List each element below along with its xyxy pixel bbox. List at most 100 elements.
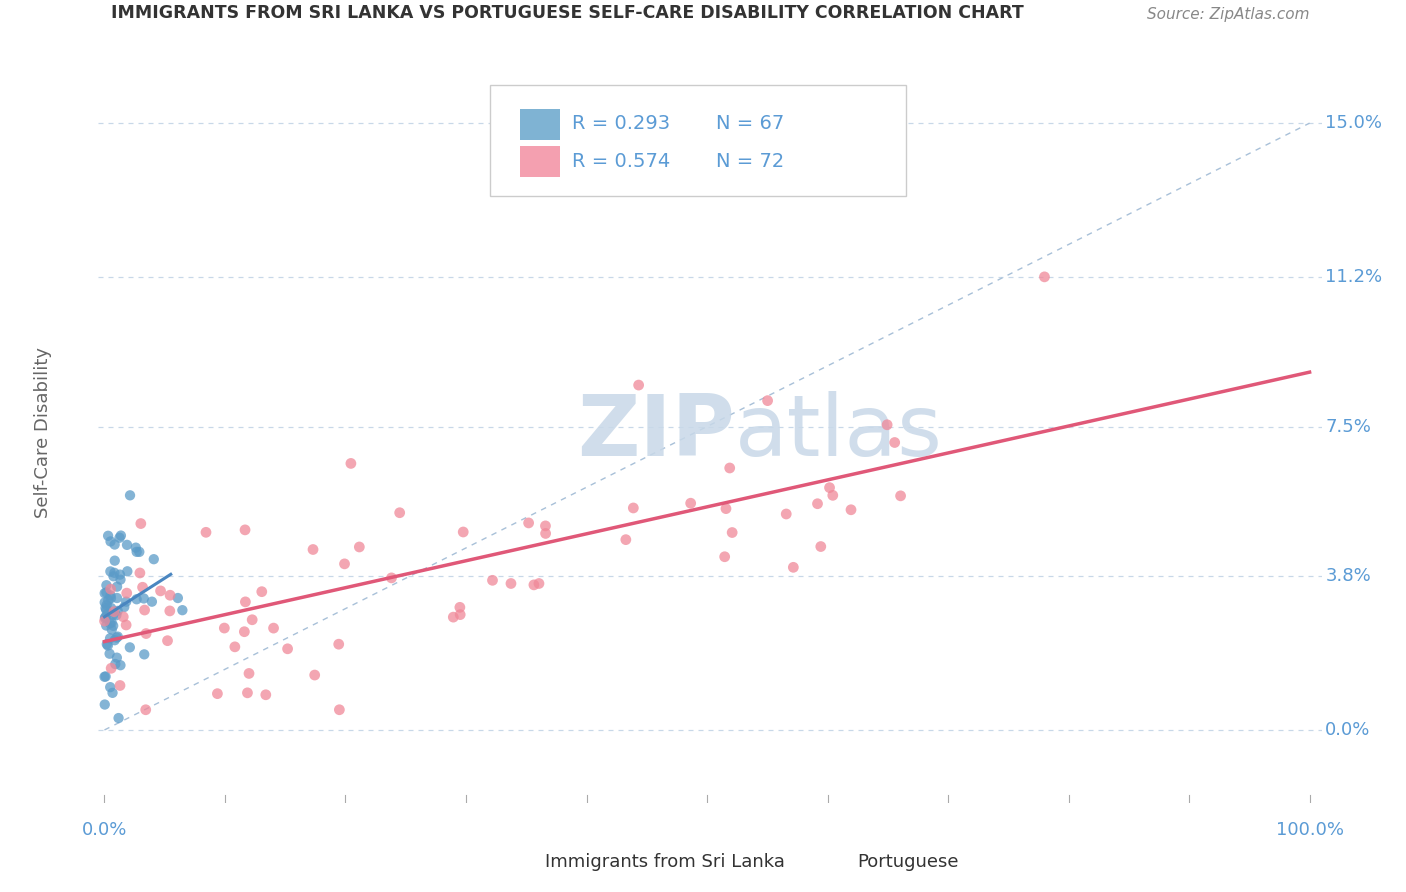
Point xyxy=(107,711,129,725)
Point xyxy=(810,540,832,554)
Text: 100.0%: 100.0% xyxy=(1275,822,1344,839)
Point xyxy=(104,633,127,648)
Point xyxy=(756,393,779,408)
Point xyxy=(125,541,148,555)
Point xyxy=(818,481,841,495)
Point xyxy=(97,529,120,543)
Point xyxy=(627,378,650,392)
Point xyxy=(254,688,277,702)
Point xyxy=(100,601,122,615)
Point xyxy=(107,604,129,618)
Point xyxy=(98,632,121,646)
Point xyxy=(103,619,125,633)
Point xyxy=(96,637,118,651)
Point xyxy=(104,657,127,671)
Point xyxy=(534,519,557,533)
Point xyxy=(115,594,138,608)
Point xyxy=(110,528,132,542)
Point xyxy=(534,526,557,541)
Point xyxy=(449,600,471,615)
Point xyxy=(499,576,522,591)
Text: Source: ZipAtlas.com: Source: ZipAtlas.com xyxy=(1147,7,1309,21)
Point xyxy=(277,641,299,656)
Text: 11.2%: 11.2% xyxy=(1326,268,1382,285)
Point xyxy=(806,497,828,511)
Point xyxy=(451,524,474,539)
Text: N = 72: N = 72 xyxy=(716,153,785,171)
Point xyxy=(388,506,411,520)
Point xyxy=(118,488,141,502)
Point xyxy=(135,703,157,717)
Point xyxy=(721,525,744,540)
Point xyxy=(128,566,150,580)
Point xyxy=(96,585,118,599)
Point xyxy=(115,538,138,552)
Text: ZIP: ZIP xyxy=(576,391,734,475)
Point xyxy=(93,614,115,628)
Text: Portuguese: Portuguese xyxy=(856,853,959,871)
Point xyxy=(621,500,644,515)
Point xyxy=(115,618,138,632)
FancyBboxPatch shape xyxy=(502,849,536,873)
Point xyxy=(125,592,148,607)
Point xyxy=(105,591,128,605)
Point xyxy=(104,554,127,568)
Point xyxy=(101,607,124,622)
Point xyxy=(149,583,172,598)
Point xyxy=(166,591,188,605)
Point xyxy=(100,615,122,630)
Point xyxy=(441,610,464,624)
Point xyxy=(112,609,135,624)
Point xyxy=(233,624,256,639)
Point xyxy=(97,639,120,653)
Point xyxy=(94,610,117,624)
Text: 0.0%: 0.0% xyxy=(1326,721,1371,739)
Point xyxy=(527,576,550,591)
Point xyxy=(340,457,363,471)
Point xyxy=(104,537,127,551)
Point xyxy=(118,640,141,655)
Point xyxy=(890,489,912,503)
Point xyxy=(94,669,117,683)
Point xyxy=(349,540,371,554)
Point xyxy=(100,582,122,596)
Text: R = 0.293: R = 0.293 xyxy=(572,114,669,134)
Point xyxy=(107,630,129,644)
Point xyxy=(263,621,285,635)
Point xyxy=(100,534,122,549)
Point xyxy=(100,661,122,675)
Point xyxy=(128,545,150,559)
Point xyxy=(235,595,257,609)
Point xyxy=(100,565,122,579)
Point xyxy=(98,616,121,631)
Point xyxy=(98,680,121,694)
Point xyxy=(105,580,128,594)
Point xyxy=(159,588,181,602)
Point xyxy=(333,557,356,571)
Point xyxy=(775,507,797,521)
Point xyxy=(614,533,637,547)
FancyBboxPatch shape xyxy=(520,146,560,178)
Point xyxy=(517,516,540,530)
Point xyxy=(714,501,737,516)
Point xyxy=(876,417,898,432)
Point xyxy=(100,623,122,637)
FancyBboxPatch shape xyxy=(520,109,560,140)
Point xyxy=(131,580,153,594)
Point xyxy=(883,435,905,450)
Point xyxy=(98,647,121,661)
Point xyxy=(172,603,194,617)
Point xyxy=(214,621,236,635)
Point xyxy=(112,599,135,614)
Text: N = 67: N = 67 xyxy=(716,114,785,134)
FancyBboxPatch shape xyxy=(814,849,848,873)
Point xyxy=(302,542,325,557)
Point xyxy=(135,626,157,640)
Point xyxy=(233,523,256,537)
Text: Immigrants from Sri Lanka: Immigrants from Sri Lanka xyxy=(546,853,785,871)
Point xyxy=(236,686,259,700)
Point xyxy=(108,567,131,582)
Point xyxy=(105,631,128,645)
Point xyxy=(94,611,117,625)
Point xyxy=(101,686,124,700)
